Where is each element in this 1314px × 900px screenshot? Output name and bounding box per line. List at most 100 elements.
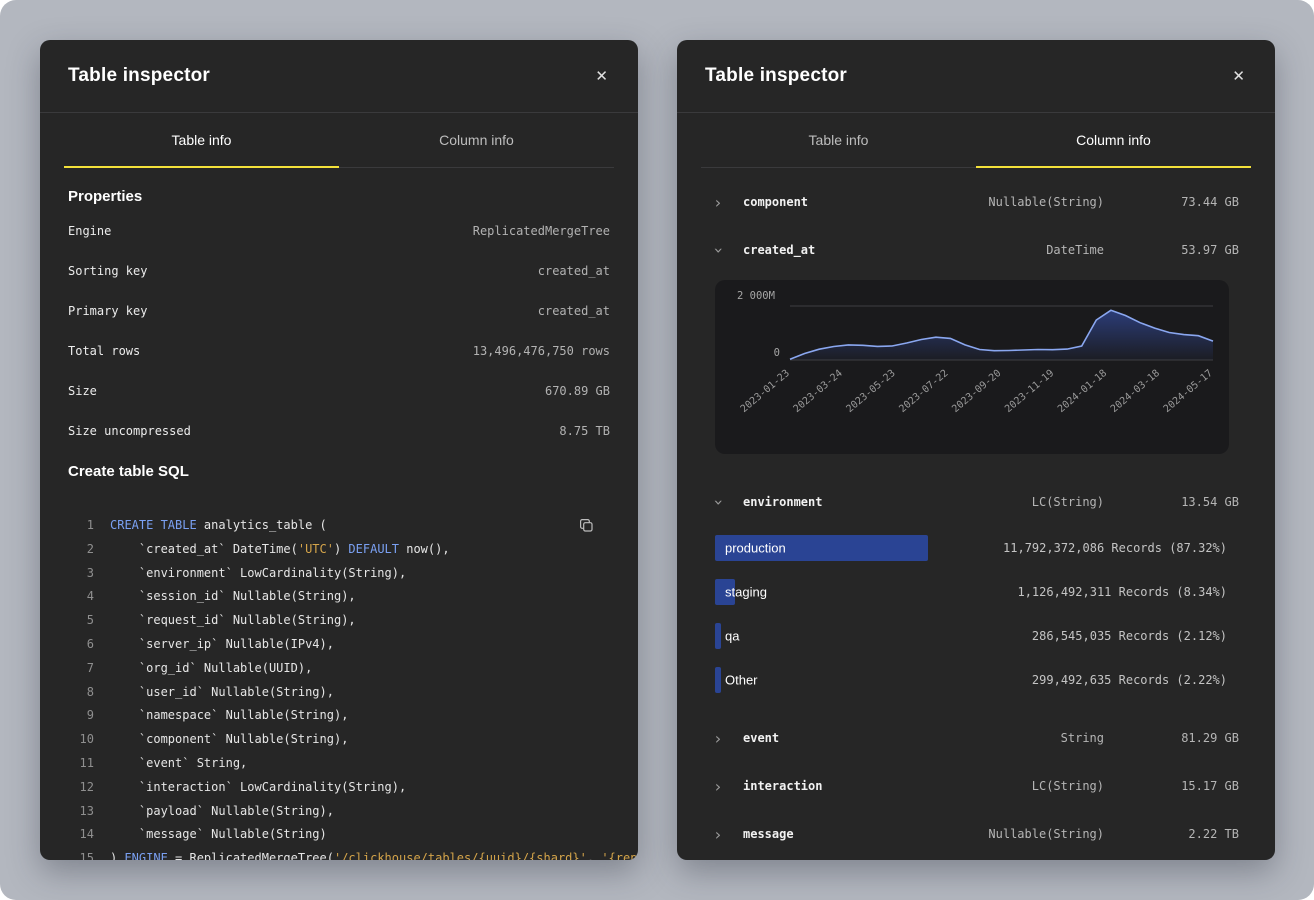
svg-text:2023-03-24: 2023-03-24 (792, 368, 845, 415)
code-text: CREATE TABLE analytics_table ( (110, 518, 327, 532)
code-text: `message` Nullable(String) (110, 827, 327, 842)
property-label: Total rows (68, 344, 141, 358)
property-row: Size uncompressed 8.75 TB (68, 411, 610, 451)
line-number: 14 (79, 827, 94, 842)
sql-line: 8 `user_id` Nullable(String), (68, 681, 610, 705)
table-info-content: Properties Engine ReplicatedMergeTree So… (40, 188, 638, 860)
svg-text:2023-05-23: 2023-05-23 (845, 368, 898, 415)
code-text: `namespace` Nullable(String), (110, 708, 349, 723)
modal-title: Table inspector (705, 65, 848, 86)
column-list: component Nullable(String) 73.44 GB crea… (677, 168, 1275, 858)
line-number: 4 (86, 589, 94, 604)
svg-text:2024-01-18: 2024-01-18 (1056, 368, 1109, 415)
distribution-label: qa (725, 628, 740, 644)
copy-icon[interactable] (577, 516, 596, 538)
code-text: `server_ip` Nullable(IPv4), (110, 636, 334, 651)
svg-text:2023-07-22: 2023-07-22 (897, 368, 950, 415)
distribution-value: 11,792,372,086 Records (87.32%) (1003, 541, 1227, 555)
code-text: `created_at` DateTime('UTC') DEFAULT now… (110, 541, 450, 556)
column-size: 2.22 TB (1188, 827, 1239, 841)
tab-column-info[interactable]: Column info (439, 132, 514, 148)
column-size: 53.97 GB (1181, 243, 1239, 257)
line-number: 9 (86, 708, 94, 723)
created-at-distribution-chart: 2 000M 0 2023-01-23 2023-03-24 2023-05-23 202… (715, 280, 1229, 454)
close-icon[interactable]: ✕ (1228, 65, 1249, 88)
property-label: Sorting key (68, 264, 148, 278)
property-label: Size (68, 384, 97, 398)
code-text: ) ENGINE = ReplicatedMergeTree('/clickho… (110, 851, 638, 860)
sql-line: 7 `org_id` Nullable(UUID), (68, 657, 610, 681)
column-size: 81.29 GB (1181, 731, 1239, 745)
column-name: interaction (743, 779, 823, 793)
code-text: `component` Nullable(String), (110, 732, 349, 747)
column-name: message (743, 827, 794, 841)
svg-text:0: 0 (774, 347, 780, 359)
distribution-label: staging (725, 584, 767, 600)
sql-code-block: 1 CREATE TABLE analytics_table ( 2 `crea… (68, 514, 638, 860)
tab-column-info[interactable]: Column info (976, 113, 1251, 168)
property-value: ReplicatedMergeTree (472, 224, 610, 238)
distribution-row: production 11,792,372,086 Records (87.32… (715, 526, 1227, 570)
column-row[interactable]: created_at DateTime 53.97 GB (713, 226, 1239, 274)
chevron-icon (713, 825, 725, 844)
modal-title: Table inspector (68, 65, 211, 86)
code-text: `user_id` Nullable(String), (110, 684, 334, 699)
column-type: LC(String) (1031, 779, 1104, 793)
sql-line: 1 CREATE TABLE analytics_table ( (68, 514, 610, 538)
property-value: 670.89 GB (544, 384, 610, 398)
svg-text:2023-11-19: 2023-11-19 (1003, 368, 1056, 415)
column-row[interactable]: environment LC(String) 13.54 GB (713, 478, 1239, 526)
line-number: 7 (86, 660, 94, 675)
distribution-value: 286,545,035 Records (2.12%) (1031, 629, 1227, 643)
line-number: 3 (86, 565, 94, 580)
code-text: `environment` LowCardinality(String), (110, 565, 407, 580)
property-label: Size uncompressed (68, 424, 191, 438)
line-number: 13 (79, 803, 94, 818)
sql-line: 10 `component` Nullable(String), (68, 728, 610, 752)
tab-table-info[interactable]: Table info (808, 132, 869, 148)
column-row[interactable]: message Nullable(String) 2.22 TB (713, 810, 1239, 858)
column-type: LC(String) (1031, 495, 1104, 509)
column-row[interactable]: component Nullable(String) 73.44 GB (713, 178, 1239, 226)
distribution-bar (715, 579, 736, 605)
svg-text:2024-03-18: 2024-03-18 (1109, 368, 1162, 415)
chevron-icon (713, 193, 725, 212)
property-row: Sorting key created_at (68, 251, 610, 291)
modal-header: Table inspector ✕ (677, 40, 1275, 113)
column-type: Nullable(String) (988, 195, 1104, 209)
tab-table-info[interactable]: Table info (64, 113, 339, 168)
table-inspector-modal-right: Table inspector ✕ Table info Column info… (677, 40, 1275, 860)
property-label: Engine (68, 224, 112, 238)
chevron-icon (709, 245, 728, 257)
line-number: 15 (79, 851, 94, 860)
sql-line: 11 `event` String, (68, 752, 610, 776)
column-size: 73.44 GB (1181, 195, 1239, 209)
column-row[interactable]: event String 81.29 GB (713, 714, 1239, 762)
property-value: 8.75 TB (559, 424, 610, 438)
close-icon[interactable]: ✕ (591, 65, 612, 88)
chevron-icon (709, 497, 728, 509)
column-row[interactable]: interaction LC(String) 15.17 GB (713, 762, 1239, 810)
code-text: `event` String, (110, 755, 248, 770)
code-text: `session_id` Nullable(String), (110, 589, 356, 604)
svg-text:2024-05-17: 2024-05-17 (1162, 368, 1215, 415)
column-name: environment (743, 495, 823, 509)
distribution-row: staging 1,126,492,311 Records (8.34%) (715, 570, 1227, 614)
code-text: `org_id` Nullable(UUID), (110, 660, 313, 675)
svg-text:2023-09-20: 2023-09-20 (950, 368, 1003, 415)
property-value: 13,496,476,750 rows (472, 344, 610, 358)
tab-bar: Table info Column info (701, 113, 1251, 168)
code-text: `request_id` Nullable(String), (110, 613, 356, 628)
sql-line: 2 `created_at` DateTime('UTC') DEFAULT n… (68, 538, 610, 562)
property-row: Size 670.89 GB (68, 371, 610, 411)
distribution-value: 1,126,492,311 Records (8.34%) (1017, 585, 1227, 599)
distribution-bar (715, 623, 721, 649)
sql-line: 4 `session_id` Nullable(String), (68, 585, 610, 609)
column-size: 13.54 GB (1181, 495, 1239, 509)
line-number: 2 (86, 541, 94, 556)
modal-header: Table inspector ✕ (40, 40, 638, 113)
sql-line: 3 `environment` LowCardinality(String), (68, 562, 610, 586)
column-name: component (743, 195, 809, 209)
line-number: 8 (86, 684, 94, 699)
